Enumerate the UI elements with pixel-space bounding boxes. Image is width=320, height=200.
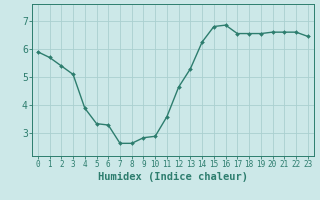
X-axis label: Humidex (Indice chaleur): Humidex (Indice chaleur) bbox=[98, 172, 248, 182]
